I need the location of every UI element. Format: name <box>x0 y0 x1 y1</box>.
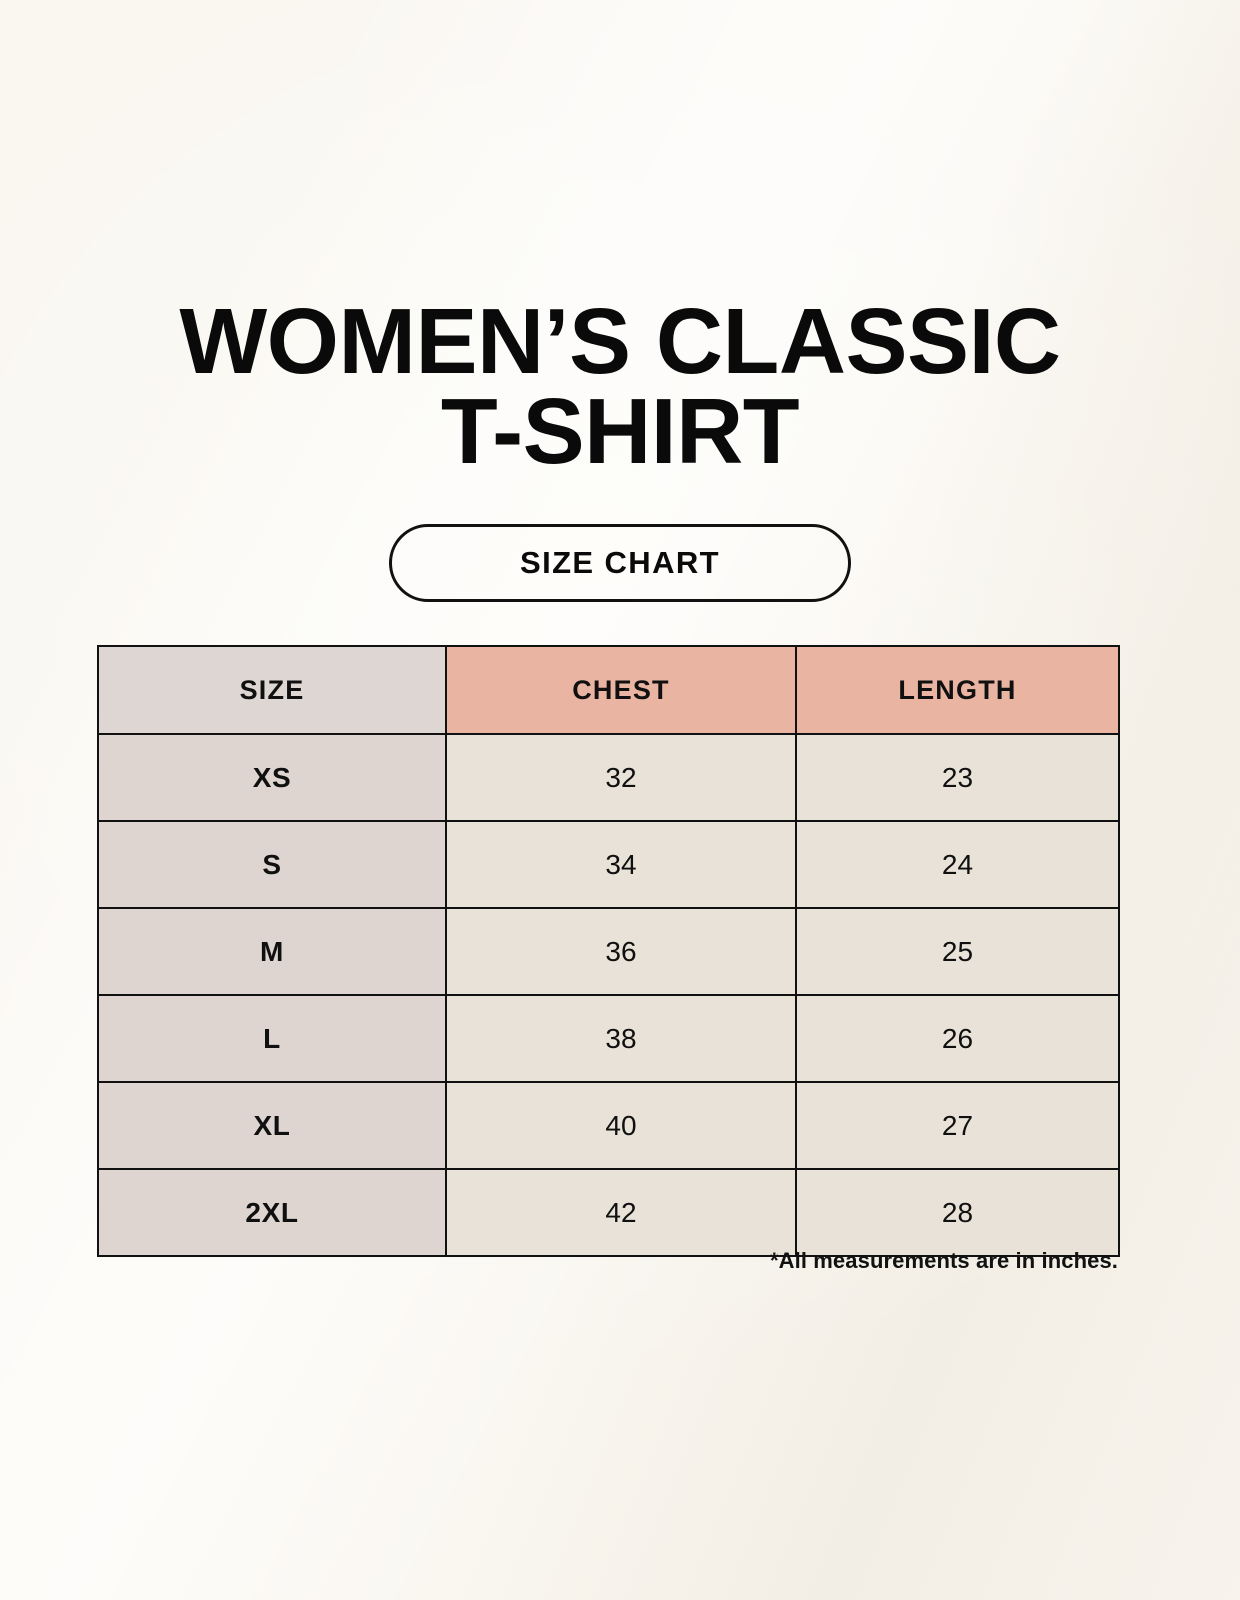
table-header-row: SIZE CHEST LENGTH <box>97 645 1120 735</box>
cell-size: XS <box>97 733 447 822</box>
cell-chest: 40 <box>445 1081 797 1170</box>
cell-size: S <box>97 820 447 909</box>
table-row: M 36 25 <box>97 907 1120 996</box>
table-row: 2XL 42 28 <box>97 1168 1120 1257</box>
table-row: XS 32 23 <box>97 733 1120 822</box>
cell-length: 27 <box>795 1081 1120 1170</box>
column-header-size: SIZE <box>97 645 447 735</box>
cell-length: 28 <box>795 1168 1120 1257</box>
cell-length: 23 <box>795 733 1120 822</box>
size-chart-badge-wrap: SIZE CHART <box>0 524 1240 602</box>
cell-chest: 36 <box>445 907 797 996</box>
cell-size: L <box>97 994 447 1083</box>
cell-size: XL <box>97 1081 447 1170</box>
table-row: XL 40 27 <box>97 1081 1120 1170</box>
cell-length: 24 <box>795 820 1120 909</box>
column-header-length: LENGTH <box>795 645 1120 735</box>
size-chart-table: SIZE CHEST LENGTH XS 32 23 S 34 24 <box>97 645 1120 1257</box>
cell-size: 2XL <box>97 1168 447 1257</box>
size-table-wrap: SIZE CHEST LENGTH XS 32 23 S 34 24 <box>97 645 1120 1257</box>
measurements-footnote: *All measurements are in inches. <box>769 1248 1118 1273</box>
cell-length: 26 <box>795 994 1120 1083</box>
cell-chest: 34 <box>445 820 797 909</box>
cell-size: M <box>97 907 447 996</box>
cell-chest: 38 <box>445 994 797 1083</box>
table-head: SIZE CHEST LENGTH <box>97 645 1120 735</box>
cell-chest: 32 <box>445 733 797 822</box>
table-row: S 34 24 <box>97 820 1120 909</box>
page-title: WOMEN’S CLASSIC T-SHIRT <box>179 289 1061 484</box>
table-row: L 38 26 <box>97 994 1120 1083</box>
cell-length: 25 <box>795 907 1120 996</box>
size-chart-badge: SIZE CHART <box>389 524 851 602</box>
cell-chest: 42 <box>445 1168 797 1257</box>
table-body: XS 32 23 S 34 24 M 36 25 L <box>97 733 1120 1257</box>
column-header-chest: CHEST <box>445 645 797 735</box>
